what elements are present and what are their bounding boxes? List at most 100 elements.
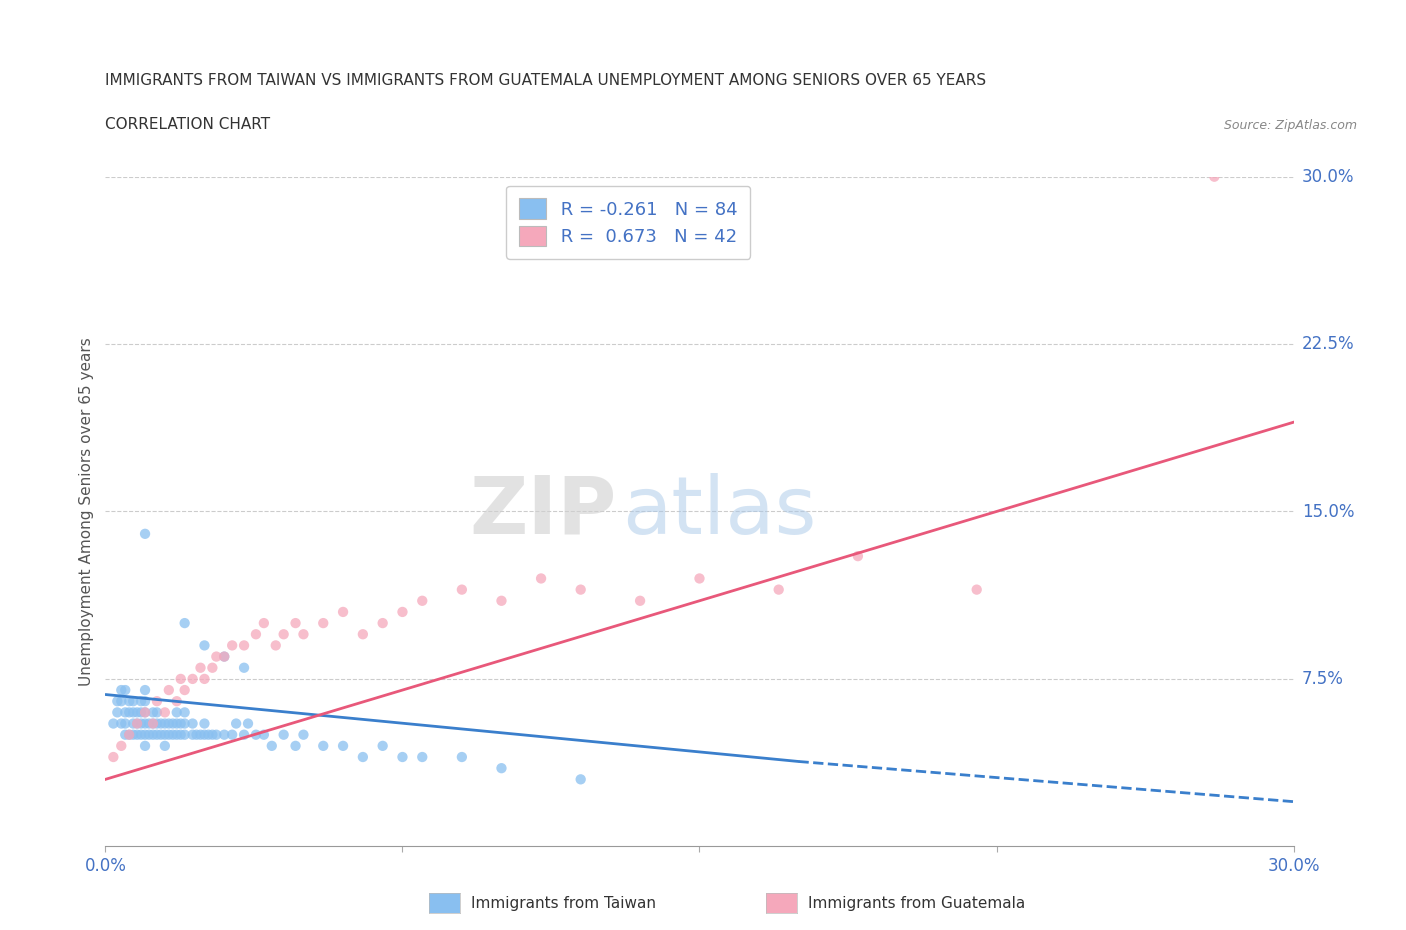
Point [253, 616, 276, 631]
Point [110, 738, 132, 753]
Point [193, 716, 215, 731]
Point [134, 694, 156, 709]
Point [181, 727, 204, 742]
Point [122, 716, 145, 731]
Point [134, 727, 156, 742]
Point [292, 727, 315, 742]
Point [233, 638, 256, 653]
Point [134, 738, 156, 753]
Text: 30.0%: 30.0% [1302, 167, 1354, 186]
Point [134, 705, 156, 720]
Point [173, 683, 195, 698]
Point [173, 727, 195, 742]
Point [221, 638, 243, 653]
Point [201, 660, 224, 675]
Point [332, 738, 354, 753]
Point [134, 716, 156, 731]
Point [118, 705, 141, 720]
Point [146, 694, 169, 709]
Point [134, 526, 156, 541]
Point [689, 571, 711, 586]
Point [214, 649, 236, 664]
Point [153, 716, 176, 731]
Point [190, 727, 212, 742]
Point [166, 716, 188, 731]
Point [162, 727, 184, 742]
Point [450, 582, 472, 597]
Point [146, 727, 169, 742]
Point [173, 705, 195, 720]
Point [181, 716, 204, 731]
Point [190, 660, 212, 675]
Text: 7.5%: 7.5% [1302, 670, 1344, 688]
Point [138, 716, 160, 731]
Point [129, 694, 152, 709]
Text: CORRELATION CHART: CORRELATION CHART [105, 117, 270, 132]
Point [214, 649, 236, 664]
Text: Immigrants from Guatemala: Immigrants from Guatemala [808, 896, 1026, 910]
Point [273, 627, 295, 642]
Point [157, 727, 180, 742]
Point [134, 683, 156, 698]
Point [170, 716, 193, 731]
Point [142, 705, 165, 720]
Point [170, 727, 193, 742]
Point [105, 694, 128, 709]
Point [264, 638, 287, 653]
Point [233, 727, 256, 742]
Point [129, 727, 152, 742]
Point [768, 582, 790, 597]
Point [122, 705, 145, 720]
Point [146, 705, 169, 720]
Point [153, 705, 176, 720]
Point [193, 671, 215, 686]
Point [201, 727, 224, 742]
Point [332, 604, 354, 619]
Point [292, 627, 315, 642]
Y-axis label: Unemployment Among Seniors over 65 years: Unemployment Among Seniors over 65 years [79, 338, 94, 686]
Point [1204, 169, 1226, 184]
Point [628, 593, 651, 608]
Point [105, 705, 128, 720]
Point [110, 694, 132, 709]
Point [134, 705, 156, 720]
Point [569, 772, 592, 787]
Point [221, 727, 243, 742]
Point [193, 727, 215, 742]
Point [114, 727, 136, 742]
Point [186, 727, 208, 742]
Text: ZIP: ZIP [470, 472, 616, 551]
Point [103, 716, 125, 731]
Point [153, 727, 176, 742]
Point [129, 705, 152, 720]
Point [411, 750, 433, 764]
Point [146, 716, 169, 731]
Point [118, 694, 141, 709]
Point [157, 683, 180, 698]
Point [197, 727, 219, 742]
Text: Immigrants from Taiwan: Immigrants from Taiwan [471, 896, 657, 910]
Point [162, 716, 184, 731]
Point [371, 738, 394, 753]
Point [205, 727, 228, 742]
Point [138, 727, 160, 742]
Point [129, 716, 152, 731]
Point [491, 593, 513, 608]
Point [846, 549, 869, 564]
Point [166, 705, 188, 720]
Point [371, 616, 394, 631]
Point [181, 671, 204, 686]
Point [411, 593, 433, 608]
Point [114, 716, 136, 731]
Point [122, 694, 145, 709]
Point [253, 727, 276, 742]
Point [127, 727, 149, 742]
Text: 22.5%: 22.5% [1302, 335, 1354, 353]
Point [103, 750, 125, 764]
Legend:  R = -0.261   N = 84,  R =  0.673   N = 42: R = -0.261 N = 84, R = 0.673 N = 42 [506, 186, 751, 259]
Point [352, 750, 374, 764]
Point [193, 638, 215, 653]
Point [569, 582, 592, 597]
Point [530, 571, 553, 586]
Point [166, 727, 188, 742]
